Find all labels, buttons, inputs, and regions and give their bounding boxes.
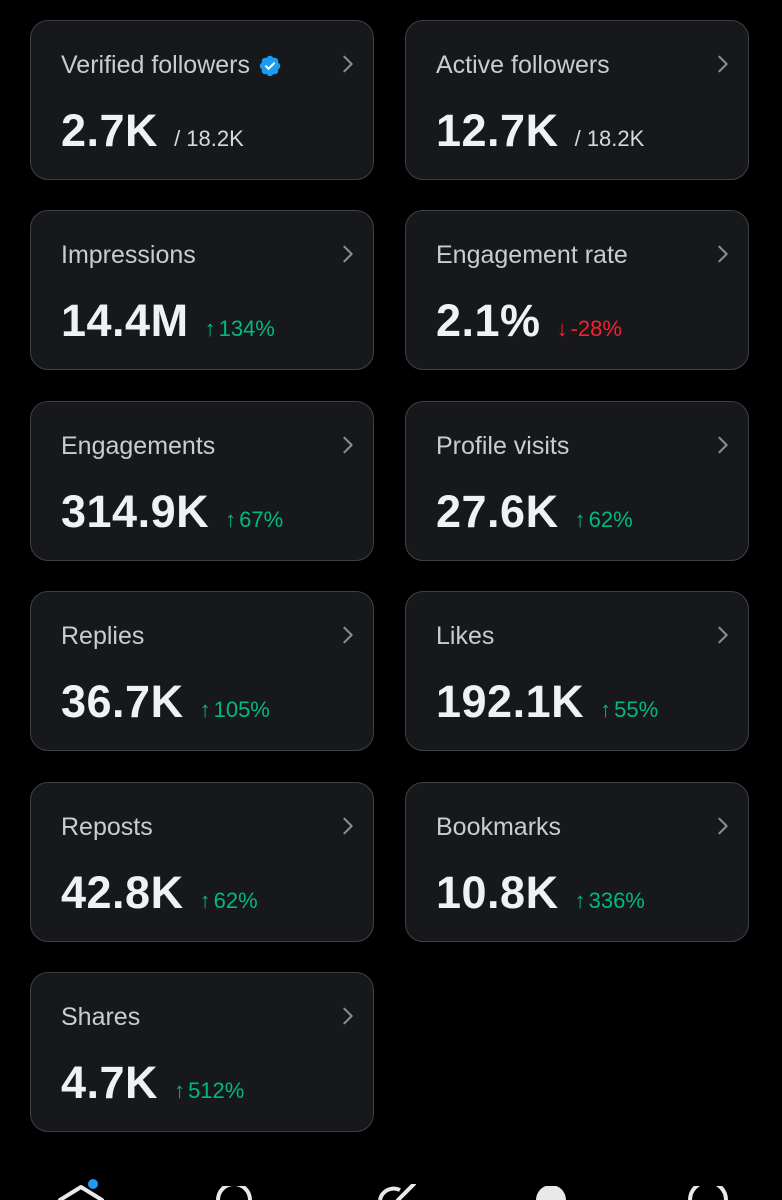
card-total: / 18.2K: [174, 126, 244, 151]
card-delta: ↑ 55%: [600, 697, 659, 722]
chevron-right-icon: [343, 245, 353, 263]
bottom-nav: [0, 1160, 782, 1200]
chevron-right-icon: [343, 436, 353, 454]
card-label: Impressions: [61, 241, 196, 269]
messages-icon[interactable]: [686, 1186, 730, 1200]
card-total: / 18.2K: [574, 126, 645, 151]
card-label: Shares: [61, 1003, 141, 1031]
card-value: 42.8K: [61, 867, 184, 918]
card-value-row: 36.7K ↑ 105%: [61, 676, 270, 728]
arrow-up-icon: ↑: [574, 507, 586, 532]
chevron-right-icon: [343, 55, 353, 73]
card-bookmarks[interactable]: Bookmarks 10.8K ↑ 336%: [405, 782, 749, 942]
card-label: Likes: [436, 622, 495, 650]
chevron-right-icon: [718, 626, 728, 644]
card-value: 36.7K: [61, 676, 184, 727]
card-label: Replies: [61, 622, 145, 650]
card-likes[interactable]: Likes 192.1K ↑ 55%: [405, 591, 749, 751]
card-impressions[interactable]: Impressions 14.4M ↑ 134%: [30, 210, 374, 370]
chevron-right-icon: [343, 817, 353, 835]
card-label: Engagement rate: [436, 241, 628, 269]
verified-badge-icon: [259, 55, 281, 76]
card-value-row: 4.7K ↑ 512%: [61, 1057, 244, 1109]
grok-icon[interactable]: [374, 1184, 422, 1200]
card-label: Engagements: [61, 432, 216, 460]
card-value-row: 2.7K / 18.2K: [61, 105, 244, 157]
card-value: 2.7K: [61, 105, 159, 156]
chevron-right-icon: [343, 626, 353, 644]
card-value-row: 42.8K ↑ 62%: [61, 867, 258, 919]
card-delta: ↑ 134%: [204, 316, 275, 341]
card-value-row: 192.1K ↑ 55%: [436, 676, 658, 728]
card-value: 192.1K: [436, 676, 585, 727]
card-label: Verified followers: [61, 51, 282, 80]
chevron-right-icon: [718, 817, 728, 835]
card-active-followers[interactable]: Active followers 12.7K / 18.2K: [405, 20, 749, 180]
card-delta: ↑ 62%: [574, 507, 633, 532]
card-value: 4.7K: [61, 1057, 159, 1108]
card-replies[interactable]: Replies 36.7K ↑ 105%: [30, 591, 374, 751]
card-engagements[interactable]: Engagements 314.9K ↑ 67%: [30, 401, 374, 561]
card-value-row: 12.7K / 18.2K: [436, 105, 644, 157]
search-icon[interactable]: [214, 1186, 254, 1200]
card-value: 14.4M: [61, 295, 189, 346]
notification-dot: [88, 1179, 98, 1189]
card-value-row: 27.6K ↑ 62%: [436, 486, 633, 538]
arrow-up-icon: ↑: [600, 697, 612, 722]
card-value-row: 2.1% ↓ -28%: [436, 295, 622, 347]
card-label: Reposts: [61, 813, 153, 841]
arrow-up-icon: ↑: [574, 888, 586, 913]
arrow-up-icon: ↑: [174, 1078, 186, 1103]
card-value: 2.1%: [436, 295, 541, 346]
arrow-down-icon: ↓: [556, 316, 568, 341]
card-delta: ↑ 67%: [225, 507, 284, 532]
card-verified-followers[interactable]: Verified followers 2.7K / 18.2K: [30, 20, 374, 180]
card-value-row: 14.4M ↑ 134%: [61, 295, 275, 347]
chevron-right-icon: [343, 1007, 353, 1025]
chevron-right-icon: [718, 55, 728, 73]
chevron-right-icon: [718, 245, 728, 263]
card-shares[interactable]: Shares 4.7K ↑ 512%: [30, 972, 374, 1132]
card-value: 314.9K: [61, 486, 210, 537]
card-label: Active followers: [436, 51, 610, 79]
card-value: 27.6K: [436, 486, 559, 537]
card-delta: ↑ 62%: [199, 888, 258, 913]
arrow-up-icon: ↑: [225, 507, 237, 532]
arrow-up-icon: ↑: [204, 316, 216, 341]
card-label: Profile visits: [436, 432, 570, 460]
card-delta: ↓ -28%: [556, 316, 622, 341]
home-icon[interactable]: [56, 1184, 106, 1200]
card-label: Bookmarks: [436, 813, 562, 841]
profile-icon[interactable]: [534, 1186, 568, 1200]
card-value-row: 10.8K ↑ 336%: [436, 867, 645, 919]
card-profile-visits[interactable]: Profile visits 27.6K ↑ 62%: [405, 401, 749, 561]
arrow-up-icon: ↑: [199, 697, 211, 722]
card-delta: ↑ 512%: [174, 1078, 245, 1103]
arrow-up-icon: ↑: [199, 888, 211, 913]
card-value-row: 314.9K ↑ 67%: [61, 486, 283, 538]
card-value: 12.7K: [436, 105, 559, 156]
card-delta: ↑ 105%: [199, 697, 270, 722]
chevron-right-icon: [718, 436, 728, 454]
card-engagement-rate[interactable]: Engagement rate 2.1% ↓ -28%: [405, 210, 749, 370]
card-delta: ↑ 336%: [574, 888, 645, 913]
card-value: 10.8K: [436, 867, 559, 918]
card-reposts[interactable]: Reposts 42.8K ↑ 62%: [30, 782, 374, 942]
